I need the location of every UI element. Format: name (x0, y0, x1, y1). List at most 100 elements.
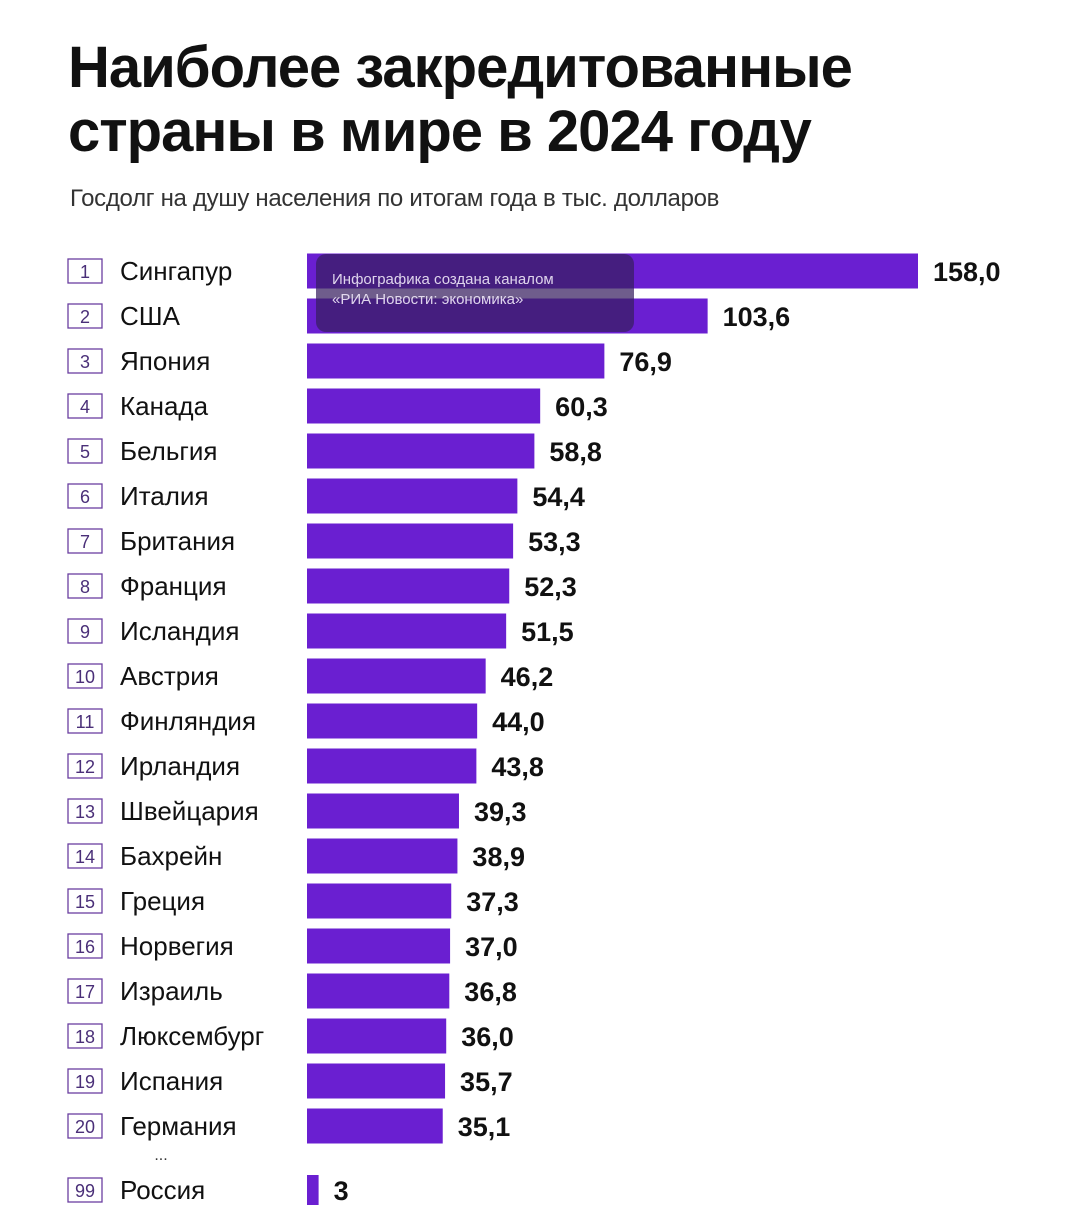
country-label: Япония (120, 346, 210, 376)
rank-label: 1 (80, 262, 90, 282)
value-label: 37,0 (465, 932, 518, 962)
watermark-line-1: Инфографика создана каналом (332, 271, 554, 288)
rank-label: 3 (80, 352, 90, 372)
rank-label: 16 (75, 937, 95, 957)
country-label: Израиль (120, 976, 223, 1006)
rank-box (67, 708, 103, 734)
bar (307, 748, 477, 784)
value-label: 43,8 (491, 752, 544, 782)
rank-label: 14 (75, 847, 95, 867)
country-label: Австрия (120, 661, 219, 691)
rank-box (67, 438, 103, 464)
ellipsis-label: ... (154, 1147, 167, 1164)
chart-title-line-2: страны в мире в 2024 году (68, 99, 812, 164)
value-label: 36,8 (464, 977, 517, 1007)
country-label: Исландия (120, 616, 239, 646)
value-label: 158,0 (933, 257, 1001, 287)
chart-title: Наиболее закредитованные страны в мире в… (68, 36, 1028, 164)
rank-box (67, 1113, 103, 1139)
country-label: Испания (120, 1066, 223, 1096)
rank-box (67, 393, 103, 419)
rank-label: 18 (75, 1027, 95, 1047)
value-label: 58,8 (549, 437, 602, 467)
bar (307, 1018, 447, 1054)
country-label: Сингапур (120, 256, 232, 286)
bar (307, 928, 451, 964)
rank-label: 9 (80, 622, 90, 642)
bar (307, 1175, 319, 1205)
rank-label: 15 (75, 892, 95, 912)
country-label: Люксембург (120, 1021, 264, 1051)
rank-label: 11 (76, 712, 95, 732)
rank-label: 4 (80, 397, 90, 417)
rank-box (67, 258, 103, 284)
bar (307, 973, 450, 1009)
value-label: 44,0 (492, 707, 545, 737)
rank-box (67, 798, 103, 824)
country-label: Канада (120, 391, 209, 421)
country-label: Британия (120, 526, 235, 556)
value-label: 35,7 (460, 1067, 513, 1097)
rank-label: 8 (80, 577, 90, 597)
rank-box (67, 1177, 103, 1203)
value-label: 35,1 (458, 1112, 511, 1142)
country-label: Италия (120, 481, 209, 511)
rank-label: 20 (75, 1117, 95, 1137)
rank-box (67, 888, 103, 914)
country-label: Россия (120, 1175, 205, 1205)
bar (307, 388, 541, 424)
value-label: 37,3 (466, 887, 519, 917)
value-label: 53,3 (528, 527, 581, 557)
bar (307, 883, 452, 919)
rank-box (67, 303, 103, 329)
rank-box (67, 1023, 103, 1049)
country-label: Норвегия (120, 931, 234, 961)
rank-label: 7 (80, 532, 90, 552)
rank-label: 17 (75, 982, 95, 1002)
rank-box (67, 1068, 103, 1094)
rank-box (67, 573, 103, 599)
country-label: Германия (120, 1111, 237, 1141)
rank-label: 5 (80, 442, 90, 462)
bar (307, 1063, 446, 1099)
value-label: 54,4 (532, 482, 585, 512)
country-label: Франция (120, 571, 227, 601)
bar (307, 658, 486, 694)
value-label: 36,0 (461, 1022, 514, 1052)
rank-label: 13 (75, 802, 95, 822)
rank-box (67, 528, 103, 554)
rank-label: 99 (75, 1181, 95, 1201)
value-label: 76,9 (619, 347, 672, 377)
bar (307, 343, 605, 379)
bar (307, 793, 459, 829)
rank-box (67, 843, 103, 869)
chart-title-line-1: Наиболее закредитованные (68, 35, 853, 100)
bar (307, 523, 514, 559)
bar (307, 568, 510, 604)
bar (307, 613, 507, 649)
bar (307, 703, 478, 739)
rank-box (67, 348, 103, 374)
bar (307, 433, 535, 469)
rank-label: 2 (80, 307, 90, 327)
rank-label: 6 (80, 487, 90, 507)
bar (307, 838, 458, 874)
value-label: 103,6 (723, 302, 791, 332)
rank-box (67, 483, 103, 509)
country-label: Бахрейн (120, 841, 222, 871)
chart-subtitle: Госдолг на душу населения по итогам года… (70, 185, 720, 212)
value-label: 3 (334, 1176, 349, 1206)
country-label: Ирландия (120, 751, 240, 781)
value-label: 46,2 (501, 662, 554, 692)
country-label: Бельгия (120, 436, 217, 466)
country-label: США (120, 301, 181, 331)
rank-box (67, 753, 103, 779)
bar (307, 1108, 443, 1144)
rank-box (67, 978, 103, 1004)
value-label: 39,3 (474, 797, 527, 827)
country-label: Швейцария (120, 796, 259, 826)
watermark-overlay: Инфографика создана каналом «РИА Новости… (316, 254, 634, 332)
watermark-line-2: «РИА Новости: экономика» (332, 291, 524, 308)
value-label: 60,3 (555, 392, 608, 422)
